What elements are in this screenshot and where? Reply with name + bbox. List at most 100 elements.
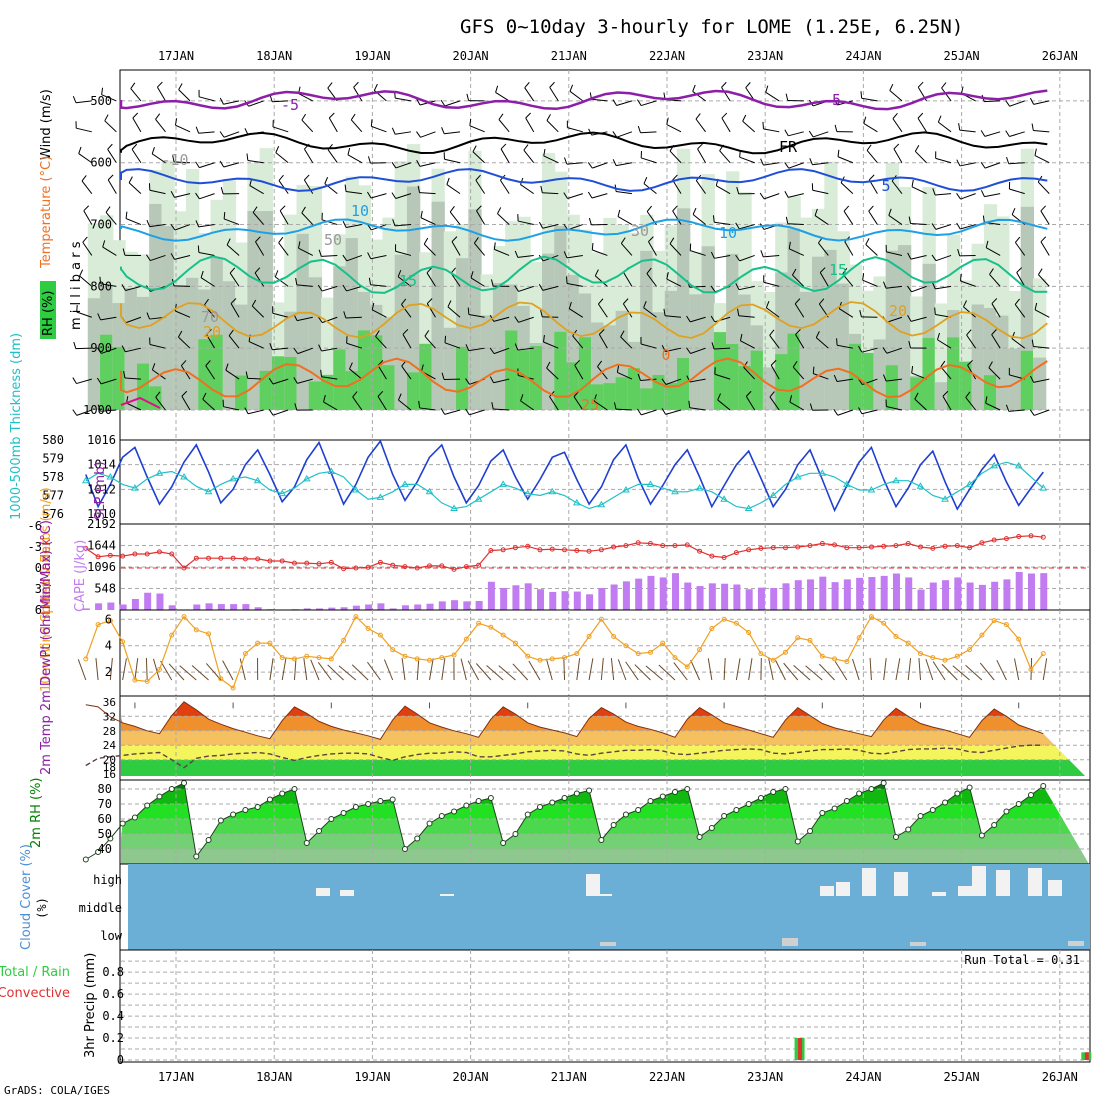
top-date-19jan: 19JAN (354, 49, 390, 63)
upper-wind-barb-feather (105, 115, 108, 121)
top-date-21jan: 21JAN (551, 49, 587, 63)
precip-panel: 00.20.40.60.8 Total / Rain Convective 3h… (0, 950, 1091, 1067)
rh2m-axis-label: 2m RH (%) (29, 777, 44, 848)
rh-shade-dark (235, 376, 248, 410)
cape-bar (218, 604, 225, 610)
rh-shade-dark (198, 339, 211, 410)
rh-point (808, 829, 813, 834)
rh-point (537, 805, 542, 810)
temperature-axis-label: Temperature (°C) (39, 156, 54, 269)
top-date-22jan: 22JAN (649, 49, 685, 63)
cape-bar (365, 605, 372, 610)
rh-point (685, 787, 690, 792)
thickness-tick-579: 579 (42, 452, 64, 466)
cloud-background (128, 864, 1090, 950)
top-date-17jan: 17JAN (158, 49, 194, 63)
isotherm-label: 15 (399, 272, 417, 290)
top-date-23jan: 23JAN (747, 49, 783, 63)
rh-shade-dark (309, 382, 322, 410)
bottom-date-21jan: 21JAN (551, 1070, 587, 1084)
rh-point (194, 854, 199, 859)
rh-point (599, 838, 604, 843)
rh-shade-mid (432, 202, 445, 410)
rh-point (231, 812, 236, 817)
cape-bar (206, 603, 213, 610)
cape-bar (782, 583, 789, 610)
upper-wind-barb-feather (106, 207, 110, 213)
rh-point (83, 857, 88, 862)
rh-point (476, 799, 481, 804)
isotherm-label: FR (779, 138, 798, 156)
rh-shade-dark (603, 383, 616, 410)
cape-bar (500, 588, 507, 610)
rh-point (955, 791, 960, 796)
wind10-frame (120, 610, 1090, 696)
rh-shade-mid (640, 251, 653, 410)
cape-bar (242, 604, 249, 610)
rh-point (132, 815, 137, 820)
cloud-unit: (%) (35, 897, 49, 919)
upper-wind-barb (82, 181, 92, 194)
cape-bar (844, 579, 851, 610)
cape-bar (463, 601, 470, 610)
rh-shade-dark (775, 354, 788, 410)
rh-point (832, 806, 837, 811)
cape-bar (672, 573, 679, 610)
rh-shade-dark (787, 334, 800, 410)
upper-wind-barb (108, 180, 116, 194)
upper-wind-barb-feather (371, 119, 372, 126)
cape-bar (954, 577, 961, 610)
top-date-20jan: 20JAN (453, 49, 489, 63)
wind-axis-label: Wind (m/s) (39, 89, 54, 160)
rh-point (673, 790, 678, 795)
slp-axis-label: SLP (mb) (93, 461, 108, 520)
cape-bar (120, 605, 127, 610)
upper-wind-barb-feather (468, 308, 469, 315)
cloud-high-bar (586, 874, 600, 896)
rh-point (390, 797, 395, 802)
cape-bar (1016, 572, 1023, 610)
cape-bar (709, 583, 716, 610)
upper-wind-barb-feather (108, 175, 113, 180)
rh-shade-mid (689, 294, 702, 410)
wind10-barb (78, 659, 86, 680)
rh-point (280, 791, 285, 796)
isotherm-label: 20 (889, 302, 907, 320)
cape-bar (169, 605, 176, 610)
cape-bar (144, 593, 151, 610)
rh-point (206, 838, 211, 843)
isotherm-label: -10 (161, 151, 188, 169)
top-date-24jan: 24JAN (845, 49, 881, 63)
bottom-date-20jan: 20JAN (453, 1070, 489, 1084)
isotherm-label: 10 (719, 224, 737, 242)
rh-shade-dark (346, 371, 359, 410)
isotherm-label: 25 (581, 396, 599, 414)
cape-bar (893, 574, 900, 610)
bottom-date-25jan: 25JAN (944, 1070, 980, 1084)
rh-point (992, 823, 997, 828)
rh-shade-dark (616, 377, 629, 410)
rh-point (464, 803, 469, 808)
cape-tick-548: 548 (94, 582, 116, 596)
rh-point (783, 787, 788, 792)
cape-bar (930, 583, 937, 610)
bottom-date-23jan: 23JAN (747, 1070, 783, 1084)
bottom-date-26jan: 26JAN (1042, 1070, 1078, 1084)
cape-bar (611, 584, 618, 610)
rh-shade-dark (714, 332, 727, 410)
precip-legend-total: Total / Rain (0, 965, 70, 980)
cloud-high-bar (1028, 868, 1042, 896)
rh-shade-mid (481, 315, 494, 410)
cloud-low-bar (782, 938, 798, 946)
rh-point (623, 812, 628, 817)
upper-wind-barb-feather (108, 144, 113, 149)
cape-bar (697, 586, 704, 610)
rh-point (366, 802, 371, 807)
cape-bar (733, 584, 740, 610)
rh-point (501, 841, 506, 846)
cape-bar (537, 589, 544, 610)
rh-point (329, 817, 334, 822)
upper-wind-barb-feather (224, 212, 225, 219)
cape-bar (156, 594, 163, 610)
rh-axis-label: RH (%) (41, 291, 56, 336)
